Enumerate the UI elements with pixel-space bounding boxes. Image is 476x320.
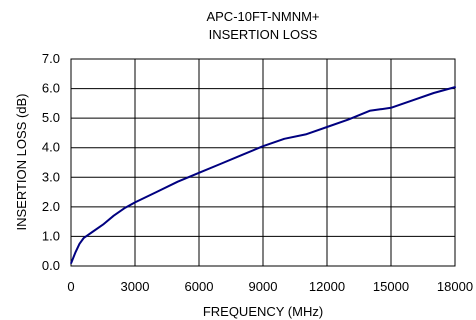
x-tick-label: 18000 bbox=[437, 279, 473, 294]
series-layer bbox=[70, 86, 456, 264]
x-tick-label: 0 bbox=[67, 279, 74, 294]
x-tick-label: 15000 bbox=[373, 279, 409, 294]
y-tick-label: 4.0 bbox=[42, 140, 60, 155]
grid-lines bbox=[71, 59, 455, 266]
x-tick-label: 12000 bbox=[309, 279, 345, 294]
x-axis-title: FREQUENCY (MHz) bbox=[203, 304, 323, 319]
y-axis-title: INSERTION LOSS (dB) bbox=[14, 93, 29, 230]
y-tick-label: 7.0 bbox=[42, 51, 60, 66]
y-tick-label: 5.0 bbox=[42, 110, 60, 125]
y-tick-label: 0.0 bbox=[42, 258, 60, 273]
x-tick-label: 9000 bbox=[249, 279, 278, 294]
y-tick-label: 6.0 bbox=[42, 81, 60, 96]
x-tick-label: 3000 bbox=[121, 279, 150, 294]
y-tick-label: 3.0 bbox=[42, 169, 60, 184]
y-tick-label: 1.0 bbox=[42, 228, 60, 243]
series-line bbox=[70, 86, 456, 264]
y-tick-labels: 0.0 1.0 2.0 3.0 4.0 5.0 6.0 7.0 bbox=[42, 51, 60, 273]
y-tick-label: 2.0 bbox=[42, 199, 60, 214]
x-tick-label: 6000 bbox=[185, 279, 214, 294]
x-tick-labels: 0 3000 6000 9000 12000 15000 18000 bbox=[67, 279, 473, 294]
chart-title: APC-10FT-NMNM+ bbox=[206, 9, 319, 24]
chart-subtitle: INSERTION LOSS bbox=[209, 27, 318, 42]
